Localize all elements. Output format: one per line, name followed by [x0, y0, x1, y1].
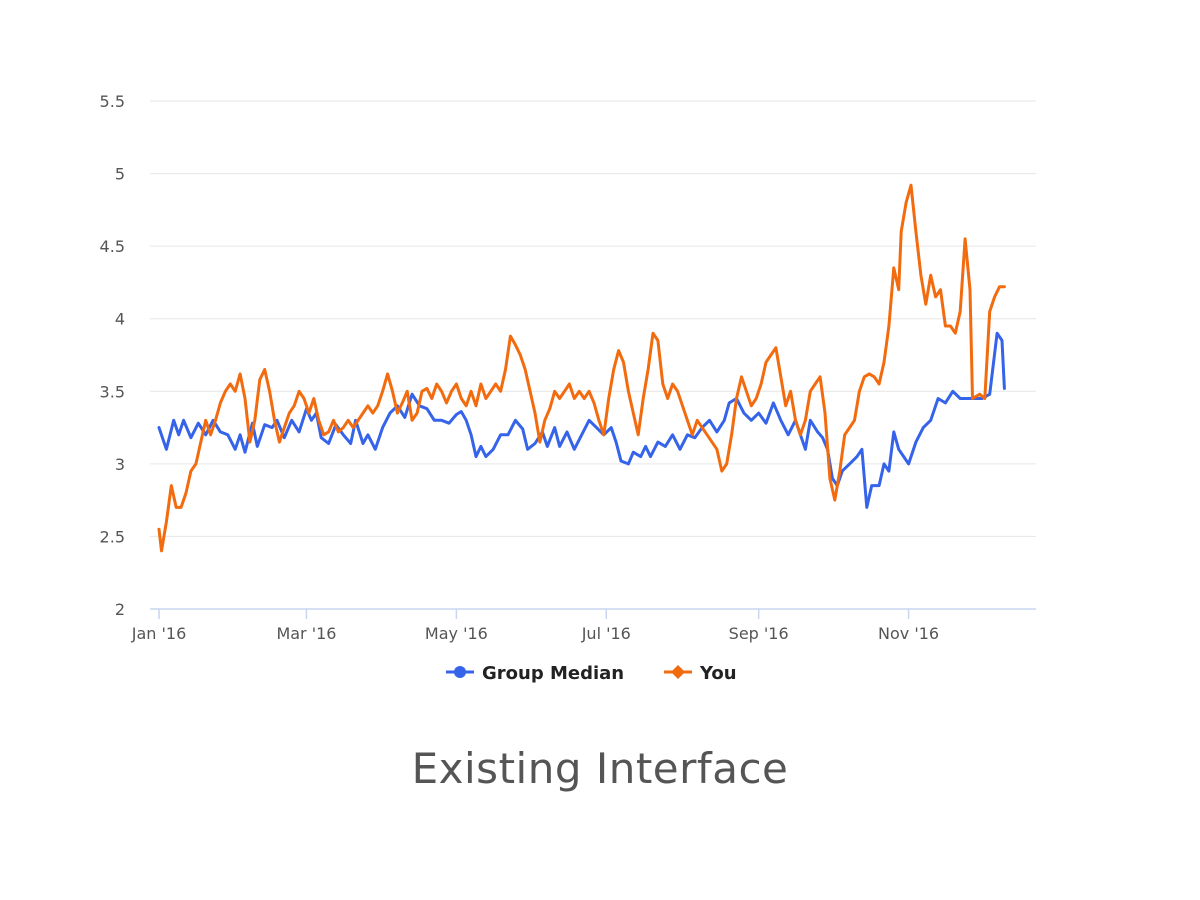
series-line-group-median	[157, 331, 1006, 509]
y-tick-label: 2	[115, 600, 125, 619]
x-tick-label: Sep '16	[729, 624, 789, 643]
series-lines	[157, 183, 1006, 553]
y-tick-label: 4.5	[100, 237, 125, 256]
series-line-you	[157, 183, 1006, 553]
legend-diamond-icon	[671, 665, 685, 679]
legend-circle-icon	[454, 666, 466, 678]
y-tick-label: 3.5	[100, 382, 125, 401]
legend-item-group-median[interactable]: Group Median	[446, 663, 624, 684]
line-chart: 2 2.5 3 3.5 4 4.5 5 5.5 Jan '16 Mar '16 May '16 Ju…	[100, 92, 1036, 684]
y-axis-ticks: 2 2.5 3 3.5 4 4.5 5 5.5	[100, 92, 125, 619]
x-tick-label: May '16	[425, 624, 488, 643]
x-axis: Jan '16 Mar '16 May '16 Jul '16 Sep '16 Nov '…	[131, 608, 1036, 643]
x-tick-label: Jul '16	[581, 624, 631, 643]
y-tick-label: 4	[115, 310, 125, 329]
x-tick-label: Mar '16	[276, 624, 336, 643]
x-tick-label: Nov '16	[878, 624, 939, 643]
y-tick-label: 5.5	[100, 92, 125, 111]
legend-label: Group Median	[482, 663, 624, 684]
caption: Existing Interface	[411, 744, 789, 793]
legend-item-you[interactable]: You	[664, 663, 737, 684]
legend: Group Median You	[446, 663, 737, 684]
x-tick-label: Jan '16	[131, 624, 187, 643]
grid-lines	[150, 100, 1036, 537]
y-tick-label: 5	[115, 165, 125, 184]
y-tick-label: 2.5	[100, 527, 125, 546]
legend-label: You	[699, 663, 737, 684]
y-tick-label: 3	[115, 455, 125, 474]
